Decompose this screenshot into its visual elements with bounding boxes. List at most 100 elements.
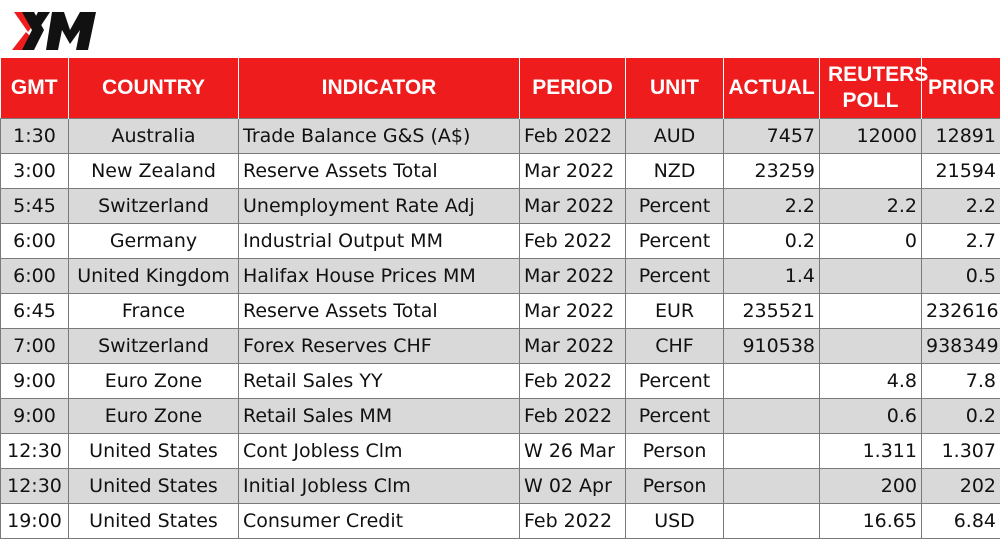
table-row: 5:45 Switzerland Unemployment Rate Adj Mar … xyxy=(0,188,1000,224)
economic-calendar-table: GMT COUNTRY INDICATOR PERIOD UNIT ACTUAL REUTE… xyxy=(0,58,1000,539)
indicator-cell: Retail Sales YY xyxy=(238,363,520,399)
reuters-poll-cell: 2.2 xyxy=(819,188,922,224)
actual-header: ACTUAL xyxy=(723,58,820,119)
actual-cell: 7457 xyxy=(723,118,820,154)
reuters-poll-cell: 4.8 xyxy=(819,363,922,399)
actual-cell xyxy=(723,503,820,539)
unit-cell: EUR xyxy=(625,293,724,329)
prior-cell: 0.2 xyxy=(921,398,1000,434)
unit-cell: Percent xyxy=(625,223,724,259)
period-cell: W 26 Mar xyxy=(519,433,626,469)
prior-cell: 2.7 xyxy=(921,223,1000,259)
gmt-cell: 1:30 xyxy=(0,118,69,154)
unit-cell: AUD xyxy=(625,118,724,154)
reuters-poll-cell: 200 xyxy=(819,468,922,504)
actual-cell: 1.4 xyxy=(723,258,820,294)
indicator-cell: Halifax House Prices MM xyxy=(238,258,520,294)
gmt-cell: 5:45 xyxy=(0,188,69,224)
country-cell: Euro Zone xyxy=(68,398,239,434)
unit-cell: CHF xyxy=(625,328,724,364)
country-cell: United States xyxy=(68,503,239,539)
reuters-poll-cell xyxy=(819,258,922,294)
actual-cell: 910538 xyxy=(723,328,820,364)
gmt-header: GMT xyxy=(0,58,69,119)
prior-cell: 2.2 xyxy=(921,188,1000,224)
reuters-poll-cell: 16.65 xyxy=(819,503,922,539)
period-cell: Feb 2022 xyxy=(519,118,626,154)
unit-header: UNIT xyxy=(625,58,724,119)
xm-logo xyxy=(12,8,98,52)
actual-cell: 2.2 xyxy=(723,188,820,224)
prior-cell: 21594 xyxy=(921,153,1000,189)
table-header-row: GMT COUNTRY INDICATOR PERIOD UNIT ACTUAL REUTE… xyxy=(0,58,1000,119)
actual-cell: 0.2 xyxy=(723,223,820,259)
period-cell: Feb 2022 xyxy=(519,363,626,399)
unit-cell: Percent xyxy=(625,188,724,224)
indicator-cell: Retail Sales MM xyxy=(238,398,520,434)
prior-cell: 12891 xyxy=(921,118,1000,154)
gmt-cell: 7:00 xyxy=(0,328,69,364)
period-cell: Mar 2022 xyxy=(519,293,626,329)
unit-cell: USD xyxy=(625,503,724,539)
unit-cell: Person xyxy=(625,433,724,469)
period-header: PERIOD xyxy=(519,58,626,119)
indicator-cell: Initial Jobless Clm xyxy=(238,468,520,504)
period-cell: Mar 2022 xyxy=(519,188,626,224)
country-cell: Switzerland xyxy=(68,188,239,224)
country-cell: France xyxy=(68,293,239,329)
unit-cell: Percent xyxy=(625,258,724,294)
prior-cell: 6.84 xyxy=(921,503,1000,539)
gmt-cell: 3:00 xyxy=(0,153,69,189)
indicator-cell: Consumer Credit xyxy=(238,503,520,539)
actual-cell xyxy=(723,468,820,504)
gmt-cell: 9:00 xyxy=(0,398,69,434)
indicator-cell: Forex Reserves CHF xyxy=(238,328,520,364)
actual-cell: 23259 xyxy=(723,153,820,189)
actual-cell: 235521 xyxy=(723,293,820,329)
gmt-cell: 12:30 xyxy=(0,433,69,469)
unit-cell: Percent xyxy=(625,363,724,399)
unit-cell: Person xyxy=(625,468,724,504)
period-cell: Feb 2022 xyxy=(519,503,626,539)
reuters-poll-header: REUTERS POLL xyxy=(819,58,928,119)
indicator-header: INDICATOR xyxy=(238,58,520,119)
country-cell: Germany xyxy=(68,223,239,259)
gmt-cell: 6:00 xyxy=(0,223,69,259)
actual-cell xyxy=(723,433,820,469)
xm-logo-graphic xyxy=(12,12,96,50)
reuters-poll-cell: 0.6 xyxy=(819,398,922,434)
table-row: 3:00 New Zealand Reserve Assets Total Mar 2… xyxy=(0,153,1000,189)
table-row: 7:00 Switzerland Forex Reserves CHF Mar 202… xyxy=(0,328,1000,364)
gmt-cell: 6:45 xyxy=(0,293,69,329)
period-cell: Mar 2022 xyxy=(519,153,626,189)
reuters-poll-cell: 12000 xyxy=(819,118,922,154)
indicator-cell: Reserve Assets Total xyxy=(238,293,520,329)
reuters-poll-cell xyxy=(819,153,922,189)
reuters-poll-cell xyxy=(819,328,922,364)
prior-cell: 7.8 xyxy=(921,363,1000,399)
gmt-cell: 12:30 xyxy=(0,468,69,504)
reuters-poll-cell: 1.311 xyxy=(819,433,922,469)
table-row: 9:00 Euro Zone Retail Sales MM Feb 2022 Perc… xyxy=(0,398,1000,434)
period-cell: Feb 2022 xyxy=(519,223,626,259)
prior-cell: 202 xyxy=(921,468,1000,504)
country-cell: United Kingdom xyxy=(68,258,239,294)
indicator-cell: Industrial Output MM xyxy=(238,223,520,259)
table-row: 9:00 Euro Zone Retail Sales YY Feb 2022 Perc… xyxy=(0,363,1000,399)
period-cell: Mar 2022 xyxy=(519,258,626,294)
table-row: 12:30 United States Initial Jobless Clm W 0… xyxy=(0,468,1000,504)
table-row: 1:30 Australia Trade Balance G&S (A$) Feb 2… xyxy=(0,118,1000,154)
unit-cell: Percent xyxy=(625,398,724,434)
gmt-cell: 19:00 xyxy=(0,503,69,539)
country-cell: United States xyxy=(68,468,239,504)
indicator-cell: Trade Balance G&S (A$) xyxy=(238,118,520,154)
table-row: 12:30 United States Cont Jobless Clm W 26 M… xyxy=(0,433,1000,469)
table-row: 6:00 United Kingdom Halifax House Prices M… xyxy=(0,258,1000,294)
reuters-poll-cell xyxy=(819,293,922,329)
country-cell: Switzerland xyxy=(68,328,239,364)
prior-cell: 0.5 xyxy=(921,258,1000,294)
indicator-cell: Reserve Assets Total xyxy=(238,153,520,189)
period-cell: Feb 2022 xyxy=(519,398,626,434)
country-header: COUNTRY xyxy=(68,58,239,119)
period-cell: W 02 Apr xyxy=(519,468,626,504)
